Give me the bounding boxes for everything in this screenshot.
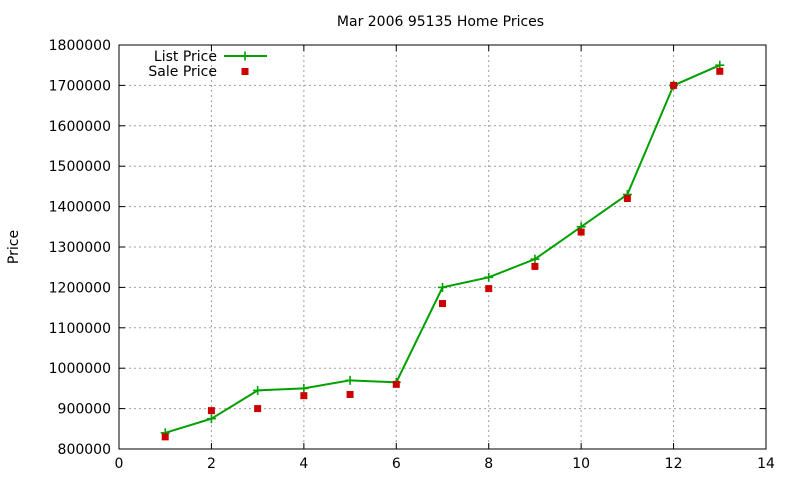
sale-price-point bbox=[670, 81, 678, 89]
sale-price-point bbox=[623, 195, 631, 203]
x-tick-label: 2 bbox=[207, 456, 216, 472]
list-price-point bbox=[345, 375, 355, 385]
y-tick-label: 1300000 bbox=[49, 240, 111, 256]
y-tick-label: 900000 bbox=[58, 402, 111, 418]
list-price-point bbox=[299, 383, 309, 393]
y-tick-label: 1700000 bbox=[49, 78, 111, 94]
sale-price-point bbox=[531, 262, 539, 270]
legend-swatch-square-marker bbox=[241, 68, 249, 75]
y-tick-label: 1400000 bbox=[49, 200, 111, 216]
sale-price-point bbox=[207, 407, 215, 415]
y-tick-label: 1000000 bbox=[49, 361, 111, 377]
sale-price-point bbox=[485, 285, 493, 293]
x-tick-label: 8 bbox=[484, 456, 493, 472]
sale-price-point bbox=[161, 433, 169, 441]
sale-price-point bbox=[254, 405, 262, 413]
sale-price-point bbox=[439, 300, 446, 308]
y-axis-label: Price bbox=[6, 230, 22, 264]
legend-swatch-plus-marker bbox=[240, 51, 250, 61]
series-line-list-price bbox=[164, 64, 721, 434]
plot-frame bbox=[118, 44, 767, 450]
legend: List Price Sale Price bbox=[148, 49, 267, 80]
y-tick-label: 1500000 bbox=[49, 159, 111, 175]
x-tick-label: 4 bbox=[299, 456, 308, 472]
list-price-point bbox=[484, 272, 494, 282]
chart-title: Mar 2006 95135 Home Prices bbox=[337, 14, 544, 30]
grid-layer bbox=[119, 45, 766, 449]
legend-label-sale-price: Sale Price bbox=[148, 64, 217, 80]
list-price-point bbox=[438, 282, 447, 292]
list-price-point bbox=[253, 385, 263, 395]
sale-price-point bbox=[346, 390, 354, 398]
y-tick-label: 1600000 bbox=[49, 119, 111, 135]
list-price-point bbox=[206, 414, 216, 424]
x-tick-label: 12 bbox=[665, 456, 683, 472]
y-tick-label: 1100000 bbox=[49, 321, 111, 337]
series-layer bbox=[160, 60, 725, 441]
x-tick-label: 0 bbox=[115, 456, 124, 472]
sale-price-point bbox=[392, 380, 400, 388]
legend-swatches bbox=[224, 51, 267, 75]
y-tick-label: 1200000 bbox=[49, 280, 111, 296]
legend-label-list-price: List Price bbox=[154, 49, 217, 65]
x-tick-label: 14 bbox=[757, 456, 775, 472]
x-tick-label: 6 bbox=[392, 456, 401, 472]
y-tick-label: 800000 bbox=[58, 442, 111, 458]
ticks-layer: 0 2 4 6 8 10 12 14 800000 900000 1000000 1100000 120… bbox=[49, 38, 775, 472]
sale-price-point bbox=[300, 392, 308, 400]
x-tick-label: 10 bbox=[572, 456, 590, 472]
y-tick-label: 1800000 bbox=[49, 38, 111, 54]
sale-price-point bbox=[716, 67, 724, 75]
list-price-point bbox=[530, 254, 540, 264]
sale-price-point bbox=[577, 228, 585, 236]
